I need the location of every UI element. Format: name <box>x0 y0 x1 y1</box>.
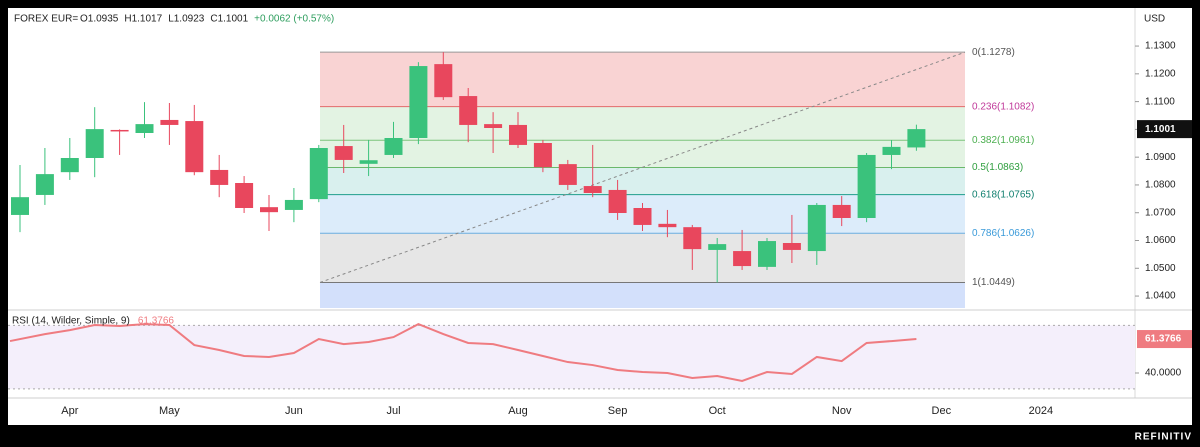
candle-body <box>185 121 204 173</box>
y-tick-label: 1.1200 <box>1145 68 1176 79</box>
candle-body <box>110 129 129 132</box>
candle-body <box>882 146 901 155</box>
candle-body <box>409 66 428 138</box>
candle-body <box>733 251 752 267</box>
y-tick-label: 1.1300 <box>1145 41 1176 52</box>
rsi-title: RSI (14, Wilder, Simple, 9) <box>12 316 130 327</box>
candle-body <box>558 164 577 185</box>
ohlc-label: H1.1017 <box>124 14 162 25</box>
candle-body <box>135 124 154 133</box>
ohlc-label: C1.1001 <box>210 14 248 25</box>
candle-body <box>434 64 453 98</box>
y-tick-label: 1.1100 <box>1145 96 1175 107</box>
rsi-tag <box>1137 330 1192 349</box>
fib-band <box>320 106 965 141</box>
candle-body <box>60 158 79 173</box>
rsi-tag-label: 61.3766 <box>1145 334 1182 345</box>
y-tick-label: 1.0400 <box>1145 291 1176 302</box>
candle-body <box>608 189 627 213</box>
x-tick-label: Jun <box>285 405 303 417</box>
brand: REFINITIV <box>1135 432 1192 443</box>
candle-body <box>384 138 403 155</box>
x-tick-label: May <box>159 405 180 417</box>
candle-body <box>708 244 727 250</box>
candle-body <box>160 119 179 125</box>
candle-body <box>11 197 29 215</box>
candle-body <box>583 186 602 193</box>
fib-label: 0.618(1.0765) <box>972 189 1034 200</box>
candle-body <box>334 146 353 160</box>
rsi-tick-label: 40.0000 <box>1145 368 1182 379</box>
ohlc-label: L1.0923 <box>168 14 205 25</box>
candle-body <box>35 174 54 195</box>
candle-body <box>309 148 328 200</box>
x-tick-label: Jul <box>386 405 400 417</box>
candle-body <box>633 208 652 225</box>
change-label: +0.0062 (+0.57%) <box>254 14 334 25</box>
candle-body <box>907 129 926 148</box>
fib-label: 0.236(1.1082) <box>972 101 1034 112</box>
currency: USD <box>1144 14 1165 25</box>
y-tick-label: 1.0600 <box>1145 235 1176 246</box>
y-tick-label: 1.0700 <box>1145 207 1176 218</box>
rsi-value: 61.3766 <box>138 316 175 327</box>
y-tick-label: 1.0900 <box>1145 152 1176 163</box>
fib-band <box>320 167 965 195</box>
candle-body <box>509 124 527 145</box>
fib-band <box>320 140 965 168</box>
rsi-band <box>8 325 1135 389</box>
x-tick-label: Apr <box>61 405 78 417</box>
fib-label: 0.786(1.0626) <box>972 228 1034 239</box>
fib-trend <box>319 51 966 283</box>
candle-body <box>85 129 104 158</box>
candle-body <box>210 169 229 185</box>
rsi-line <box>9 322 917 382</box>
candle-body <box>260 207 278 213</box>
y-tick-label: 1.0800 <box>1145 180 1176 191</box>
x-tick-label: Aug <box>508 405 528 417</box>
candle-body <box>807 204 826 252</box>
ohlc-label: O1.0935 <box>80 14 119 25</box>
fib-band <box>320 233 965 283</box>
last-price-label: 1.1001 <box>1145 124 1176 135</box>
candle-body <box>359 160 378 164</box>
candle-body <box>533 143 552 168</box>
fib-band <box>320 282 965 308</box>
y-tick-label: 1.0500 <box>1145 263 1176 274</box>
fib-label: 1(1.0449) <box>972 277 1015 288</box>
x-tick-label: Oct <box>709 405 726 417</box>
last-price-tag <box>1137 120 1192 139</box>
fib-band <box>320 52 965 107</box>
candle-body <box>857 154 876 218</box>
x-tick-label: 2024 <box>1029 405 1053 417</box>
x-tick-label: Dec <box>932 405 952 417</box>
candle-body <box>683 227 702 250</box>
candle-body <box>284 199 303 210</box>
x-tick-label: Sep <box>608 405 628 417</box>
candle-body <box>832 204 851 218</box>
candle-body <box>782 243 801 250</box>
candle-body <box>235 183 254 208</box>
x-tick-label: Nov <box>832 405 852 417</box>
fib-label: 0.5(1.0863) <box>972 162 1023 173</box>
candle-body <box>758 241 776 267</box>
fib-label: 0(1.1278) <box>972 47 1015 58</box>
candle-body <box>484 124 503 128</box>
plot-layer: 0(1.1278) 0.236(1.1082) 0.382(1.0961) 0.5(1… <box>8 47 1135 390</box>
fib-label: 0.382(1.0961) <box>972 135 1034 146</box>
candle-body <box>658 223 677 228</box>
candle-body <box>459 96 478 125</box>
symbol: FOREX EUR= <box>14 14 78 25</box>
